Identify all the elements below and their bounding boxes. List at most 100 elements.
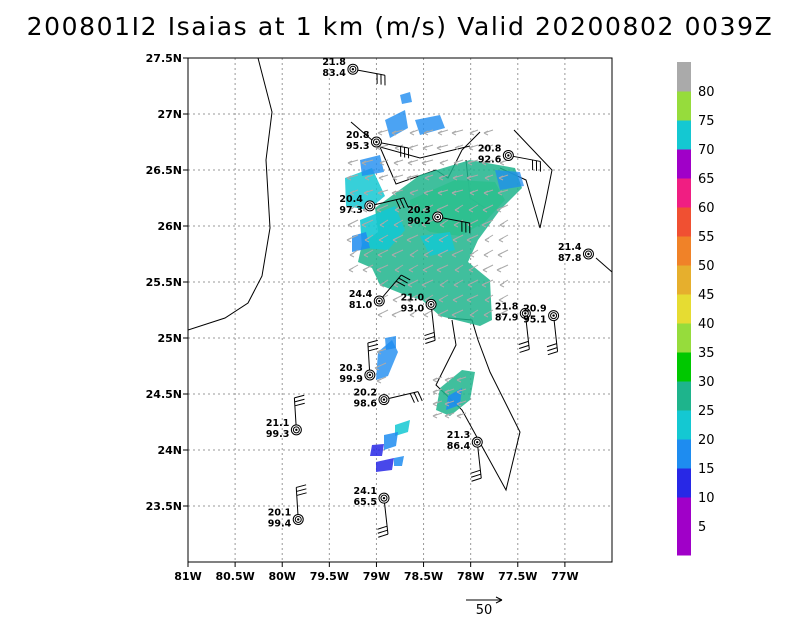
wind-barb-feather xyxy=(296,492,307,496)
wind-vector-head xyxy=(483,252,489,258)
colorbar-segment xyxy=(677,468,691,498)
wind-vector-head xyxy=(496,207,502,213)
wind-vector-head xyxy=(466,237,472,243)
wind-barb-feather xyxy=(399,198,405,209)
wind-vector-head xyxy=(468,207,474,213)
colorbar-label: 45 xyxy=(698,288,715,303)
station-circle-inner xyxy=(294,515,302,523)
wind-barb-feather xyxy=(294,398,305,403)
station-dot xyxy=(378,299,381,303)
wind-vector-head xyxy=(391,130,397,136)
colorbar-label: 80 xyxy=(698,85,715,100)
colorbar-segment xyxy=(677,207,691,237)
station-14: 24.165.5 xyxy=(354,486,390,538)
wind-vector-head xyxy=(467,282,473,288)
wind-vector-head xyxy=(376,145,382,151)
station-0: 21.883.4 xyxy=(322,58,386,86)
colorbar-label: 20 xyxy=(698,433,715,448)
wind-vector-head xyxy=(454,145,460,151)
station-rh: 81.0 xyxy=(349,300,373,311)
station-temp: 21.8 xyxy=(495,301,519,312)
wind-vector-head xyxy=(421,160,427,166)
wind-vector-head xyxy=(454,267,460,273)
colorbar-segment xyxy=(677,352,691,382)
wind-barb-feather xyxy=(398,277,408,284)
wind-vector-head xyxy=(378,237,384,243)
wind-barb-feather xyxy=(368,347,379,352)
station-15: 20.199.4 xyxy=(268,484,307,529)
wind-vector-head xyxy=(498,175,504,181)
colorbar-segment xyxy=(677,120,691,150)
station-dot xyxy=(552,314,555,317)
wind-vector-head xyxy=(451,130,457,136)
wind-vector-head xyxy=(453,282,459,288)
colorbar: 5 10 15 20 25 30 35 40 45 50 55 60 65 70 75 80 xyxy=(677,62,715,556)
wind-vector-head xyxy=(484,237,490,243)
wind-vector-head xyxy=(453,160,459,166)
wind-vector-head xyxy=(481,282,487,288)
colorbar-label: 30 xyxy=(698,375,715,390)
wind-vector-head xyxy=(378,175,384,181)
wind-vector-head xyxy=(437,252,443,258)
station-1: 20.895.3 xyxy=(346,130,410,159)
wind-vector-head xyxy=(346,175,352,181)
wind-vector-head xyxy=(409,130,415,136)
colorbar-label: 75 xyxy=(698,114,715,129)
station-temp: 21.3 xyxy=(447,430,470,441)
scale-vector: 50 xyxy=(466,596,503,618)
station-circle-inner xyxy=(427,300,435,308)
wind-vector-head xyxy=(499,160,505,166)
wind-vector-head xyxy=(436,145,442,151)
wind-barb-feather xyxy=(296,484,307,488)
station-dot xyxy=(436,215,439,219)
y-tick-label: 23.5N xyxy=(146,500,182,513)
station-circle-inner xyxy=(380,494,388,502)
wind-vector-head xyxy=(451,190,457,196)
wind-vector-head xyxy=(499,222,505,228)
station-circle-inner xyxy=(366,371,374,379)
wind-vector-head xyxy=(482,267,488,273)
station-markers: 21.883.420.895.3 20.892.620.497.3 20.390.2… xyxy=(266,58,594,538)
station-3: 20.497.3 xyxy=(339,194,409,216)
colorbar-label: 50 xyxy=(698,259,715,274)
wind-vector-head xyxy=(424,175,430,181)
station-rh: 98.6 xyxy=(354,399,378,410)
wind-vector-head xyxy=(349,252,355,258)
wind-vector-head xyxy=(348,207,354,213)
wind-vector-head xyxy=(439,160,445,166)
wind-vector-head xyxy=(407,160,413,166)
x-tick-label: 81W xyxy=(174,570,201,583)
wind-vector-head xyxy=(393,160,399,166)
wind-vector-head xyxy=(406,175,412,181)
station-circle-inner xyxy=(372,138,380,146)
station-circle-inner xyxy=(473,438,481,446)
wind-vector-head xyxy=(432,401,438,407)
colorbar-label: 25 xyxy=(698,404,715,419)
station-circle-inner xyxy=(550,312,558,320)
wind-barb-staff xyxy=(553,315,559,352)
wind-vector-head xyxy=(423,130,429,136)
wind-barb-staff xyxy=(369,197,404,207)
station-rh: 97.3 xyxy=(339,205,362,216)
wind-vector-head xyxy=(484,175,490,181)
wind-barb-staff xyxy=(383,498,389,535)
station-dot xyxy=(382,496,386,500)
wind-vector-head xyxy=(432,413,438,419)
wind-vector-head xyxy=(439,282,445,288)
colorbar-segment xyxy=(677,526,691,556)
plot-frame xyxy=(187,57,613,563)
y-tick-label: 26.5N xyxy=(146,164,182,177)
wind-vector-head xyxy=(393,222,399,228)
wind-barb-feather xyxy=(519,344,530,349)
wind-vector-head xyxy=(444,377,450,383)
station-temp: 20.8 xyxy=(478,143,502,154)
wind-vector-head xyxy=(437,312,443,318)
wind-barb-feather xyxy=(424,335,435,340)
wind-barb-feather xyxy=(367,339,378,344)
wind-barb-feather xyxy=(424,331,435,337)
wind-barb-staff xyxy=(476,442,482,479)
wind-barb-staff xyxy=(524,313,530,350)
wind-vector-head xyxy=(379,282,385,288)
wind-vector-head xyxy=(466,175,472,181)
wind-vector-head xyxy=(481,222,487,228)
